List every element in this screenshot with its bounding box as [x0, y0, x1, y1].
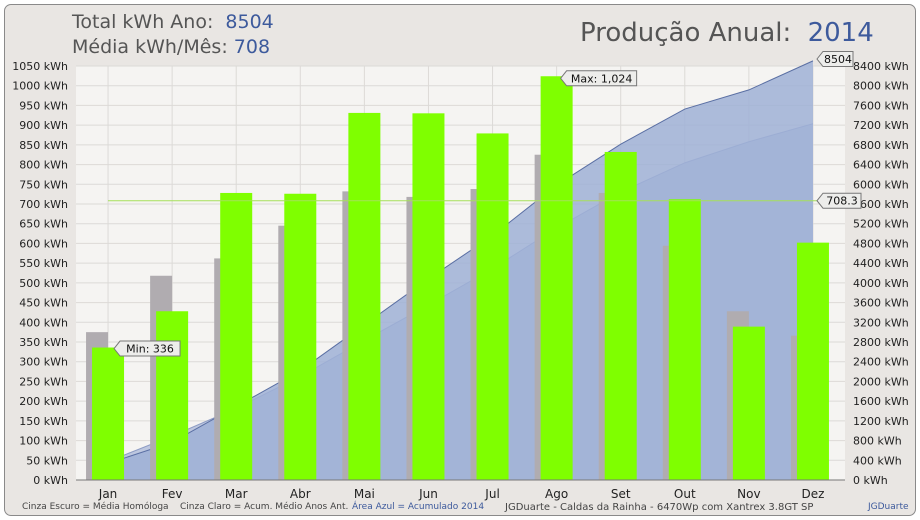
production-bar-fev	[156, 311, 189, 480]
production-bar-abr	[284, 193, 317, 480]
annual-production-title: Produção Anual: 2014	[580, 18, 874, 48]
footer-legend-dark: Cinza Escuro = Média Homóloga	[22, 502, 169, 512]
y-right-tick-label: 4000 kWh	[853, 277, 909, 290]
production-bar-jul	[476, 133, 509, 480]
y-left-tick-label: 50 kWh	[26, 454, 68, 467]
y-right-tick-label: 400 kWh	[853, 454, 902, 467]
y-right-tick-label: 5200 kWh	[853, 218, 909, 231]
y-left-tick-label: 200 kWh	[19, 395, 68, 408]
avg-kwh-label: Média kWh/Mês:	[72, 36, 228, 58]
x-tick-label: Nov	[737, 487, 760, 501]
min-callout-box	[113, 340, 181, 357]
footer-brand: JGDuarte	[868, 502, 909, 512]
y-left-tick-label: 450 kWh	[19, 297, 68, 310]
x-tick-label: Fev	[162, 487, 183, 501]
x-tick-label: Mar	[225, 487, 248, 501]
y-right-tick-label: 1200 kWh	[853, 415, 909, 428]
production-bar-jan	[92, 347, 125, 480]
production-bar-jun	[412, 113, 445, 481]
x-tick-label: Mai	[354, 487, 375, 501]
average-callout: 708.3	[816, 192, 862, 209]
y-left-tick-label: 700 kWh	[19, 198, 68, 211]
min-callout-text: Min: 336	[126, 343, 174, 356]
y-left-tick-label: 350 kWh	[19, 336, 68, 349]
footer-legend-light: Cinza Claro = Acum. Médio Anos Ant.	[180, 502, 349, 512]
y-right-tick-label: 4400 kWh	[853, 257, 909, 270]
x-tick-label: Jan	[98, 487, 118, 501]
total-callout-box	[816, 51, 854, 67]
production-bar-ago	[540, 76, 573, 480]
footer-system-info: JGDuarte - Caldas da Rainha - 6470Wp com…	[505, 502, 814, 513]
total-callout-text: 8504	[824, 53, 852, 66]
total-kwh-label: Total kWh Ano:	[72, 11, 214, 33]
y-left-tick-label: 150 kWh	[19, 415, 68, 428]
y-right-tick-label: 3200 kWh	[853, 316, 909, 329]
avg-kwh-value: 708	[233, 36, 271, 58]
y-right-tick-label: 2400 kWh	[853, 356, 909, 369]
cumulative-2014-area	[108, 60, 813, 480]
y-right-tick-label: 3600 kWh	[853, 297, 909, 310]
y-right-tick-label: 800 kWh	[853, 435, 902, 448]
average-callout-box	[816, 192, 862, 209]
production-bar-out	[668, 199, 701, 481]
y-right-tick-label: 8400 kWh	[853, 60, 909, 73]
y-left-tick-label: 0 kWh	[33, 474, 68, 487]
production-bar-dez	[796, 242, 829, 480]
y-left-tick-label: 1000 kWh	[12, 80, 68, 93]
x-tick-label: Dez	[801, 487, 824, 501]
x-tick-label: Set	[611, 487, 631, 501]
avg-kwh-row: Média kWh/Mês: 708	[72, 36, 270, 58]
production-bar-mar	[220, 192, 253, 480]
x-tick-label: Jun	[418, 487, 438, 501]
x-tick-label: Ago	[545, 487, 568, 501]
y-right-tick-label: 0 kWh	[853, 474, 888, 487]
y-left-tick-label: 650 kWh	[19, 218, 68, 231]
y-left-tick-label: 900 kWh	[19, 119, 68, 132]
max-callout-text: Max: 1,024	[571, 72, 632, 85]
y-right-tick-label: 4800 kWh	[853, 237, 909, 250]
y-right-tick-label: 7600 kWh	[853, 99, 909, 112]
y-right-tick-label: 2800 kWh	[853, 336, 909, 349]
y-right-tick-label: 5600 kWh	[853, 198, 909, 211]
total-kwh-value: 8504	[225, 11, 274, 33]
y-right-tick-label: 6800 kWh	[853, 139, 909, 152]
y-left-tick-label: 950 kWh	[19, 99, 68, 112]
y-left-tick-label: 300 kWh	[19, 356, 68, 369]
y-left-tick-label: 800 kWh	[19, 159, 68, 172]
production-bar-nov	[732, 326, 765, 480]
annual-production-label: Produção Anual:	[580, 18, 792, 48]
max-callout: Max: 1,024	[559, 70, 638, 87]
y-right-tick-label: 7200 kWh	[853, 119, 909, 132]
y-left-tick-label: 500 kWh	[19, 277, 68, 290]
y-left-tick-label: 100 kWh	[19, 435, 68, 448]
annual-production-year: 2014	[807, 18, 874, 48]
y-left-tick-label: 1050 kWh	[12, 60, 68, 73]
footer-legend-blue: Área Azul = Acumulado 2014	[352, 502, 485, 512]
y-right-tick-label: 2000 kWh	[853, 375, 909, 388]
min-callout: Min: 336	[113, 340, 181, 357]
y-left-tick-label: 550 kWh	[19, 257, 68, 270]
x-tick-label: Out	[674, 487, 696, 501]
production-bar-mai	[348, 112, 381, 481]
x-tick-label: Jul	[484, 487, 499, 501]
y-left-tick-label: 850 kWh	[19, 139, 68, 152]
total-callout: 8504	[816, 51, 854, 67]
average-callout-text: 708.3	[826, 195, 858, 208]
y-right-tick-label: 6000 kWh	[853, 178, 909, 191]
y-left-tick-label: 250 kWh	[19, 375, 68, 388]
y-right-tick-label: 8000 kWh	[853, 80, 909, 93]
y-left-tick-label: 600 kWh	[19, 237, 68, 250]
max-callout-box	[559, 70, 638, 87]
x-tick-label: Abr	[290, 487, 311, 501]
total-kwh-row: Total kWh Ano: 8504	[72, 11, 274, 33]
y-left-tick-label: 750 kWh	[19, 178, 68, 191]
y-right-tick-label: 1600 kWh	[853, 395, 909, 408]
production-bar-set	[604, 151, 637, 480]
y-left-tick-label: 400 kWh	[19, 316, 68, 329]
y-right-tick-label: 6400 kWh	[853, 159, 909, 172]
